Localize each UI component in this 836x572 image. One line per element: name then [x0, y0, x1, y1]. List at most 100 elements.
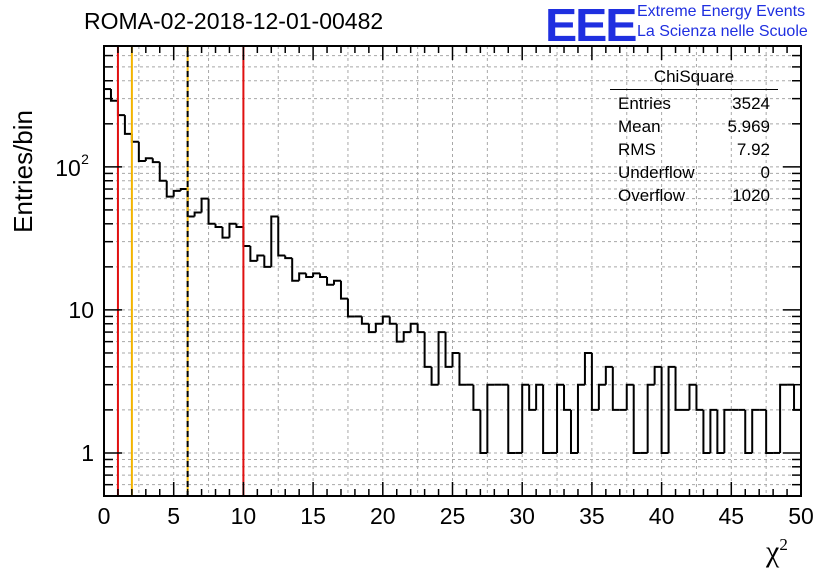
- histogram-bin: [298, 272, 307, 281]
- histogram-bin: [256, 254, 265, 261]
- histogram-bin: [207, 198, 216, 225]
- histogram-bin: [528, 384, 537, 411]
- x-axis-label-exponent: 2: [779, 535, 788, 554]
- histogram-bin: [374, 322, 383, 333]
- histogram-bin: [151, 158, 160, 164]
- histogram-bin: [137, 141, 146, 162]
- x-tick-label: 15: [300, 503, 326, 529]
- y-tick-label-exponent: 2: [81, 151, 89, 167]
- x-tick-label: 30: [509, 503, 535, 529]
- histogram-bin: [674, 366, 683, 411]
- histogram-bin: [479, 409, 488, 454]
- x-axis-label: χ2: [766, 535, 788, 569]
- histogram-bin: [695, 384, 704, 411]
- histogram-bin: [751, 408, 760, 453]
- histogram-bin: [165, 180, 174, 198]
- histogram-bin: [158, 162, 167, 182]
- histogram-bin: [319, 273, 328, 278]
- histogram-bin: [437, 331, 446, 385]
- logo-tagline-2: La Scienza nelle Scuole: [637, 23, 808, 40]
- histogram-bin: [625, 383, 634, 410]
- histogram-bin: [793, 384, 801, 411]
- histogram-bin: [667, 365, 676, 453]
- threshold-lines: [116, 46, 245, 496]
- logo-tagline-1: Extreme Energy Events: [637, 3, 806, 20]
- histogram-bin: [360, 316, 369, 325]
- histogram-bin: [235, 223, 244, 228]
- histogram-bin: [339, 280, 348, 300]
- grid-lines: [104, 46, 801, 496]
- histogram-bin: [186, 189, 195, 218]
- histogram-bin: [556, 383, 565, 453]
- histogram-bin: [172, 189, 181, 197]
- histogram-bin: [416, 323, 425, 334]
- histogram-bin: [653, 365, 662, 385]
- stats-value: 3524: [732, 94, 770, 113]
- histogram-bin: [291, 258, 300, 282]
- histogram-bin: [312, 272, 321, 277]
- stats-label: RMS: [618, 140, 656, 159]
- x-tick-label: 40: [649, 503, 675, 529]
- histogram-bin: [109, 89, 118, 102]
- histogram-bin: [688, 383, 697, 410]
- y-tick-label: 10: [68, 297, 94, 323]
- histogram-bin: [200, 197, 209, 213]
- stats-title: ChiSquare: [610, 67, 778, 90]
- chart-title: ROMA-02-2018-12-01-00482: [84, 8, 384, 34]
- histogram-bin: [228, 222, 237, 238]
- histogram-bin: [486, 383, 495, 453]
- histogram-bin: [326, 276, 335, 286]
- histogram-bin: [367, 323, 376, 334]
- histogram-bin: [144, 157, 153, 161]
- histogram-bin: [333, 279, 341, 285]
- histogram-bin: [765, 409, 774, 454]
- histogram-bin: [249, 245, 258, 262]
- x-tick-label: 45: [719, 503, 745, 529]
- histogram-bin: [458, 352, 467, 386]
- histogram-bin: [604, 365, 613, 385]
- histogram-bin: [521, 383, 530, 453]
- histogram-bin: [583, 351, 592, 385]
- stats-row: RMS 7.92: [610, 138, 778, 161]
- histogram-bin: [402, 331, 411, 342]
- histogram-bin: [179, 188, 188, 191]
- histogram-bin: [116, 100, 125, 117]
- histogram-bin: [542, 384, 551, 454]
- x-tick-label: 25: [440, 503, 466, 529]
- histogram-bin: [242, 226, 251, 247]
- eee-logo: EEE: [545, 0, 637, 51]
- histogram-bins: [104, 88, 801, 454]
- x-tick-label: 10: [231, 503, 257, 529]
- histogram-bin: [646, 383, 655, 453]
- histogram-bin: [472, 384, 481, 411]
- stats-value: 7.92: [736, 140, 770, 159]
- histogram-bin: [611, 366, 620, 411]
- stats-value: 5.969: [727, 117, 770, 136]
- y-tick-label: 1: [81, 440, 94, 466]
- histogram-bin: [563, 384, 571, 411]
- histogram-bin: [381, 315, 390, 324]
- x-tick-label: 0: [98, 503, 111, 529]
- histogram-bin: [569, 409, 578, 454]
- histogram-bin: [388, 316, 397, 325]
- stats-label: Underflow: [618, 163, 695, 182]
- x-tick-label: 35: [579, 503, 605, 529]
- histogram-bin: [395, 323, 404, 343]
- x-tick-label: 50: [788, 503, 814, 529]
- histogram-bin: [590, 352, 599, 411]
- stats-box: ChiSquare Entries 3524 Mean 5.969 RMS 7.92 …: [610, 67, 778, 207]
- stats-row: Underflow 0: [610, 161, 778, 184]
- histogram-bin: [723, 408, 732, 453]
- stats-value: 0: [760, 163, 770, 182]
- histogram-bin: [284, 255, 293, 260]
- histogram-bin: [409, 322, 418, 333]
- histogram-bin: [305, 273, 314, 278]
- histogram-bin: [744, 409, 753, 454]
- histogram-bin: [430, 366, 439, 386]
- histogram-bin: [423, 332, 432, 368]
- x-tick-label: 20: [370, 503, 396, 529]
- histogram-bin: [193, 211, 202, 217]
- histogram-bin: [130, 133, 139, 143]
